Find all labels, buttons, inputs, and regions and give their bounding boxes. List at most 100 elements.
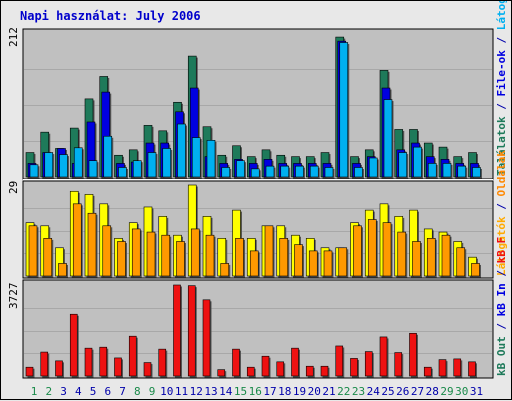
bar-sites: [44, 152, 54, 178]
bar-kb: [350, 358, 358, 377]
x-tick-label: 28: [426, 385, 439, 398]
bar-pages: [441, 234, 451, 277]
x-tick-label: 20: [308, 385, 321, 398]
bar-pages: [102, 225, 112, 277]
bar-pages: [220, 263, 230, 277]
x-axis-ticks: 1 2 3 4 5 6 7 8 9 10 11 12 13 14 15 16 17 18 19 20 21 22 23 24 2…: [31, 385, 483, 398]
bar-sites: [265, 165, 275, 178]
bar-sites: [118, 167, 127, 178]
x-tick-label: 12: [190, 385, 203, 398]
bar-kb: [187, 285, 196, 377]
bar-kb: [246, 366, 255, 377]
legend-part: kB In: [495, 283, 508, 316]
bar-sites: [309, 165, 319, 178]
bar-pages: [471, 263, 480, 277]
x-tick-label: 19: [293, 385, 306, 398]
legend-part: Látogatók: [495, 1, 508, 30]
bar-sites: [147, 152, 157, 178]
x-tick-label: 30: [455, 385, 468, 398]
svg-text:Látogatók / Oldalak: Látogatók / Oldalak: [495, 150, 508, 276]
bar-kb: [99, 346, 108, 377]
bar-sites: [236, 160, 245, 178]
svg-text:Találatok / File-ok / Látogató: Találatok / File-ok / Látogatók: [495, 1, 508, 176]
x-tick-label: 29: [440, 385, 453, 398]
x-tick-label: 17: [263, 385, 276, 398]
bar-kb: [291, 347, 299, 377]
x-tick-label: 27: [411, 385, 424, 398]
x-tick-label: 23: [352, 385, 365, 398]
bar-sites: [427, 163, 437, 178]
x-tick-label: 7: [119, 385, 126, 398]
bar-sites: [295, 165, 304, 178]
bar-kb: [261, 355, 270, 377]
bar-sites: [457, 165, 467, 178]
bar-kb: [468, 361, 476, 377]
x-tick-label: 15: [234, 385, 247, 398]
legend-top: Találatok / File-ok / Látogatók: [495, 1, 508, 176]
bar-pages: [58, 263, 67, 277]
bar-pages: [264, 225, 274, 277]
bar-kb: [25, 366, 34, 377]
bar-sites: [354, 167, 363, 178]
svg-text:kB Out / kB In / kB F: kB Out / kB In / kB F: [495, 237, 508, 376]
bar-pages: [323, 250, 333, 277]
bar-sites: [162, 148, 172, 178]
x-tick-label: 18: [278, 385, 291, 398]
bar-kb: [173, 284, 181, 377]
bar-pages: [72, 203, 82, 277]
bar-sites: [221, 167, 231, 178]
bar-pages: [87, 212, 97, 277]
x-tick-label: 6: [104, 385, 111, 398]
x-tick-label: 14: [219, 385, 233, 398]
bar-pages: [426, 238, 436, 277]
bar-kb: [84, 347, 93, 377]
legend-part: /: [495, 97, 508, 117]
bar-kb: [438, 359, 447, 377]
bar-kb: [320, 365, 329, 377]
bar-pages: [279, 238, 289, 277]
bar-kb: [143, 362, 152, 377]
middle-ymax-label: 29: [7, 181, 20, 194]
x-tick-label: 8: [134, 385, 141, 398]
bar-pages: [190, 228, 200, 277]
top-ymax-label: 212: [7, 27, 20, 47]
legend-part: Látogatók: [495, 216, 508, 276]
bar-pages: [235, 238, 244, 277]
legend-bottom: kB Out / kB In / kB F: [495, 237, 508, 376]
bar-kb: [158, 348, 167, 377]
legend-part: /: [495, 30, 508, 50]
bar-pages: [397, 231, 407, 277]
x-tick-label: 16: [249, 385, 262, 398]
bar-sites: [413, 146, 422, 178]
legend-middle: Látogatók / Oldalak: [495, 150, 508, 276]
x-tick-label: 1: [31, 385, 38, 398]
bar-pages: [117, 241, 126, 277]
bar-sites: [73, 147, 83, 178]
bar-pages: [412, 241, 421, 277]
legend-part: kB Out: [495, 336, 508, 376]
bar-sites: [280, 165, 290, 178]
x-tick-label: 3: [60, 385, 67, 398]
bar-kb: [394, 352, 403, 377]
bar-pages: [456, 247, 466, 277]
bar-kb: [40, 351, 49, 377]
x-tick-label: 5: [90, 385, 97, 398]
bar-kb: [69, 313, 78, 377]
bottom-panel: 3727: [7, 279, 494, 379]
bar-pages: [353, 225, 362, 277]
bar-pages: [161, 234, 171, 277]
bar-sites: [472, 167, 481, 178]
bar-sites: [324, 167, 334, 178]
x-tick-label: 10: [160, 385, 173, 398]
legend-part: kB F: [495, 237, 508, 264]
x-tick-label: 9: [149, 385, 156, 398]
bar-pages: [28, 225, 38, 277]
legend-part: File-ok: [495, 50, 508, 97]
bar-kb: [335, 345, 344, 377]
bar-pages: [249, 250, 259, 277]
bar-kb: [217, 369, 226, 377]
bar-kb: [453, 358, 462, 377]
bar-pages: [176, 241, 185, 277]
bar-kb: [114, 357, 122, 377]
